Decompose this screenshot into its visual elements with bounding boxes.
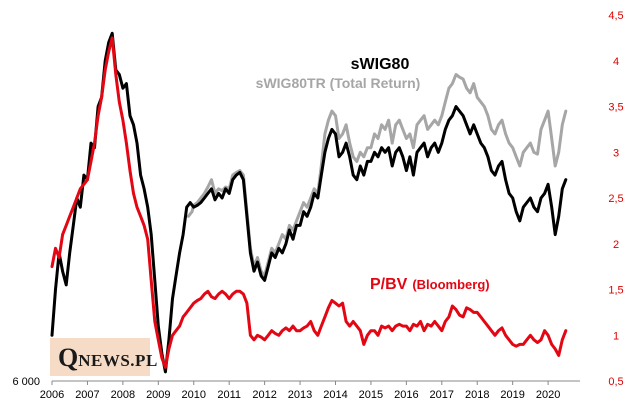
right-tick-label: 2,5 [608, 193, 623, 205]
x-tick-label: 2009 [146, 389, 170, 401]
x-tick-label: 2019 [500, 389, 524, 401]
x-tick-label: 2008 [111, 389, 135, 401]
x-tick-label: 2018 [465, 389, 489, 401]
chart-subtitle: sWIG80TR (Total Return) [256, 75, 421, 91]
x-tick-label: 2016 [394, 389, 418, 401]
x-tick-label: 2015 [359, 389, 383, 401]
x-tick-label: 2017 [430, 389, 454, 401]
left-tick-label: 6 000 [12, 376, 40, 388]
right-tick-label: 1 [613, 330, 619, 342]
axis-layer: 2006 2007 2008 2009 2010 2011 2012 2013 2014 2015… [12, 10, 623, 401]
x-tick-label: 2011 [217, 389, 241, 401]
right-tick-label: 4,5 [608, 10, 623, 22]
logo-letter-q: Q [58, 343, 79, 372]
logo-background [50, 338, 150, 376]
series-line-swig80tr-total-return [186, 73, 568, 278]
x-tick-label: 2020 [536, 389, 560, 401]
text-layer: sWIG80 sWIG80TR (Total Return) P/BV (Bloo… [256, 56, 490, 293]
logo-wordmark: NEWS.PL [78, 351, 158, 370]
chart-title: sWIG80 [351, 56, 410, 73]
right-tick-label: 1,5 [608, 285, 623, 297]
x-tick-label: 2007 [75, 389, 99, 401]
right-tick-label: 3 [613, 147, 619, 159]
series-line-swig80 [50, 31, 568, 374]
right-tick-label: 4 [613, 56, 619, 68]
pbv-annotation-source: (Bloomberg) [412, 277, 489, 292]
series-layer [50, 31, 568, 374]
x-tick-label: 2010 [182, 389, 206, 401]
right-tick-label: 3,5 [608, 102, 623, 114]
pbv-annotation-main: P/BV [370, 276, 408, 293]
x-tick-label: 2006 [40, 389, 64, 401]
logo: QNEWS.PL [58, 343, 158, 373]
x-tick-label: 2012 [252, 389, 276, 401]
pbv-annotation: P/BV (Bloomberg) [370, 276, 490, 293]
x-tick-label: 2013 [288, 389, 312, 401]
x-tick-label: 2014 [323, 389, 347, 401]
right-tick-label: 2 [613, 239, 619, 251]
series-line-p-bv-bloomberg [50, 36, 568, 369]
right-tick-label: 0,5 [608, 376, 623, 388]
